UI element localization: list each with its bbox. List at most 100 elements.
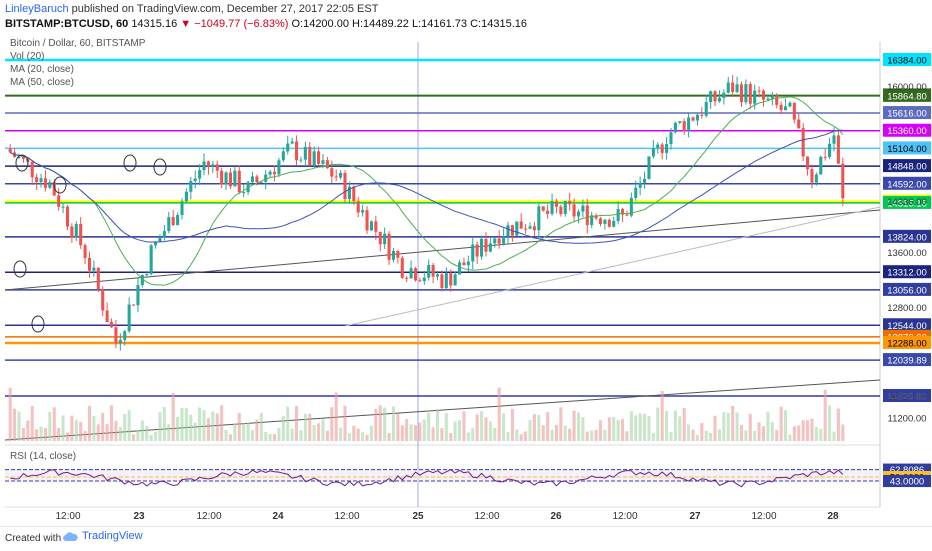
volume-bar: [189, 414, 193, 441]
candle-body: [823, 156, 827, 158]
volume-bar: [581, 417, 585, 441]
price-level-label: 12544.00: [887, 321, 927, 332]
candle-body: [783, 106, 788, 111]
volume-bar: [788, 434, 792, 441]
price-level-badge[interactable]: [883, 389, 931, 402]
candle-body: [726, 82, 730, 93]
candle-body: [607, 219, 611, 227]
volume-bar: [308, 413, 312, 441]
candle-body: [396, 251, 400, 258]
candle-body: [603, 219, 607, 224]
candle-body: [180, 201, 184, 215]
candle-body: [334, 176, 338, 178]
candle-body: [220, 170, 224, 185]
rsi-label[interactable]: RSI (14, close): [10, 451, 77, 462]
annotation-circle[interactable]: [31, 315, 45, 333]
candle-body: [700, 114, 704, 116]
volume-bar: [171, 392, 175, 441]
price-level-badge[interactable]: [883, 88, 931, 102]
candle-body: [268, 171, 272, 175]
candle-body: [286, 143, 290, 152]
candle-body: [281, 151, 285, 161]
annotation-circle[interactable]: [15, 154, 29, 172]
price-level-badge[interactable]: [883, 195, 931, 209]
candle-body: [739, 84, 744, 103]
price-level-badge[interactable]: [883, 176, 931, 190]
volume-bar: [162, 407, 166, 441]
price-level-badge[interactable]: [883, 229, 931, 243]
volume-bar: [471, 428, 475, 441]
price-level-badge[interactable]: [883, 141, 931, 155]
trend-line[interactable]: [4, 379, 881, 441]
volume-bar: [96, 424, 100, 441]
price-level-label: 15864.80: [887, 91, 927, 102]
volume-bar: [841, 424, 845, 441]
candle-body: [814, 174, 818, 183]
candle-body: [806, 156, 810, 170]
volume-bar: [409, 424, 413, 441]
price-chart[interactable]: 16384.0015872.0015864.8015616.0015360.00…: [0, 0, 932, 526]
volume-bar: [541, 425, 545, 441]
candle-body: [206, 161, 210, 167]
candle-body: [48, 182, 52, 188]
price-level-badge[interactable]: [883, 282, 931, 296]
candle-body: [171, 217, 175, 226]
price-level-badge[interactable]: [883, 123, 931, 137]
volume-bar: [506, 432, 510, 441]
chart-header: LinleyBaruch published on TradingView.co…: [0, 0, 932, 42]
price-level-badge[interactable]: [883, 265, 931, 279]
annotation-circle[interactable]: [13, 260, 27, 278]
volume-bar: [391, 406, 396, 441]
candle-body: [96, 267, 100, 290]
candle-body: [361, 210, 365, 213]
price-level-badge[interactable]: [883, 335, 931, 349]
price-level-badge[interactable]: [883, 106, 931, 120]
volume-bar: [497, 387, 501, 441]
symbol-label[interactable]: BITSTAMP:BTCUSD, 60: [5, 18, 129, 30]
volume-bar: [502, 413, 506, 441]
volume-bar: [488, 421, 492, 441]
candle-body: [61, 206, 65, 208]
candle-body: [440, 274, 444, 289]
ohlc-high: H:14489.22: [352, 18, 409, 30]
candle-body: [387, 233, 391, 260]
legend-vol[interactable]: Vol (20): [10, 51, 45, 62]
price-tick-label: 13600.00: [887, 248, 927, 259]
candle-body: [158, 237, 162, 242]
rsi-level-badge[interactable]: [883, 475, 931, 488]
candle-body: [594, 215, 598, 219]
candle-body: [39, 178, 43, 183]
price-tick-label: 16000.00: [887, 82, 927, 93]
annotation-circle[interactable]: [53, 176, 67, 194]
candle-body: [162, 231, 166, 238]
annotation-circle[interactable]: [153, 158, 167, 176]
volume-bar: [462, 411, 466, 441]
price-level-badge[interactable]: [883, 318, 931, 332]
author-link[interactable]: LinleyBaruch: [5, 3, 69, 15]
price-level-badge[interactable]: [883, 53, 931, 66]
volume-bar: [8, 387, 12, 441]
volume-bar: [700, 422, 704, 441]
tradingview-logo[interactable]: TradingView: [62, 530, 143, 542]
price-level-badge[interactable]: [883, 159, 931, 173]
candle-body: [43, 178, 47, 188]
volume-bar: [643, 413, 647, 441]
candle-body: [290, 141, 294, 144]
rsi-level-label: 43.0000: [890, 477, 924, 488]
candle-body: [339, 172, 343, 178]
time-axis-label: 12:00: [474, 511, 499, 522]
price-level-badge[interactable]: [883, 353, 931, 367]
annotation-circle[interactable]: [123, 154, 137, 172]
candle-body: [828, 143, 832, 157]
volume-bar: [167, 424, 171, 441]
candle-body: [598, 218, 603, 224]
legend-ma20[interactable]: MA (20, close): [10, 64, 74, 75]
legend-ma50[interactable]: MA (50, close): [10, 77, 74, 88]
candle-body: [127, 304, 131, 332]
volume-bar: [806, 420, 810, 441]
candle-body: [643, 178, 647, 183]
trend-line[interactable]: [4, 209, 881, 291]
trend-line[interactable]: [344, 206, 881, 327]
volume-bar: [563, 425, 567, 441]
candle-body: [30, 161, 34, 178]
